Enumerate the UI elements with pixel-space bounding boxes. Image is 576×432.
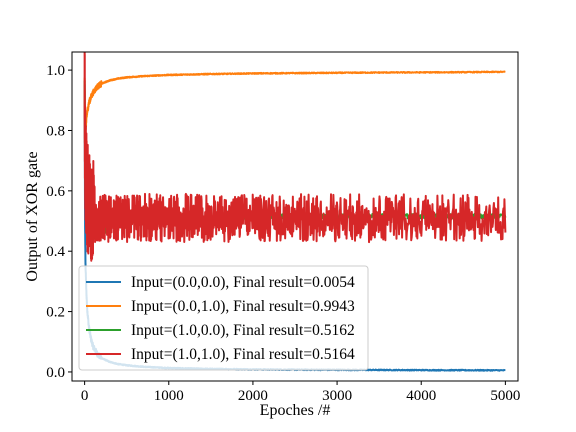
- legend-label-1: Input=(0.0,0.0), Final result=0.0054: [131, 274, 355, 291]
- y-tick-label-0: 0.0: [46, 365, 65, 381]
- axes: 0 1000 2000 3000 4000 5000 0.0 0.2 0.4 0.6 0.8 1.0: [46, 51, 520, 404]
- legend: Input=(0.0,0.0), Final result=0.0054 Inpu…: [78, 265, 369, 371]
- axes-frame: [71, 51, 519, 382]
- x-tick-label-5: 5000: [490, 388, 520, 404]
- y-axis-label: Output of XOR gate: [24, 151, 41, 281]
- x-tick-label-3: 3000: [322, 388, 352, 404]
- legend-label-2: Input=(0.0,1.0), Final result=0.9943: [131, 298, 355, 315]
- x-tick-label-0: 0: [81, 388, 89, 404]
- legend-box: [78, 265, 369, 371]
- y-tick-label-1: 0.2: [46, 305, 65, 321]
- x-tick-label-4: 4000: [406, 388, 436, 404]
- x-axis-label: Epoches /#: [260, 402, 331, 419]
- series-line-2: [83, 70, 506, 138]
- y-tick-label-2: 0.4: [46, 244, 65, 260]
- legend-label-4: Input=(1.0,1.0), Final result=0.5164: [131, 346, 355, 363]
- x-tick-label-1: 1000: [154, 388, 184, 404]
- legend-label-3: Input=(1.0,0.0), Final result=0.5162: [131, 322, 355, 339]
- series-line-4: [83, 52, 507, 262]
- y-tick-label-4: 0.8: [46, 123, 65, 139]
- x-tick-label-2: 2000: [238, 388, 268, 404]
- y-tick-label-3: 0.6: [46, 184, 65, 200]
- y-tick-label-5: 1.0: [46, 63, 65, 79]
